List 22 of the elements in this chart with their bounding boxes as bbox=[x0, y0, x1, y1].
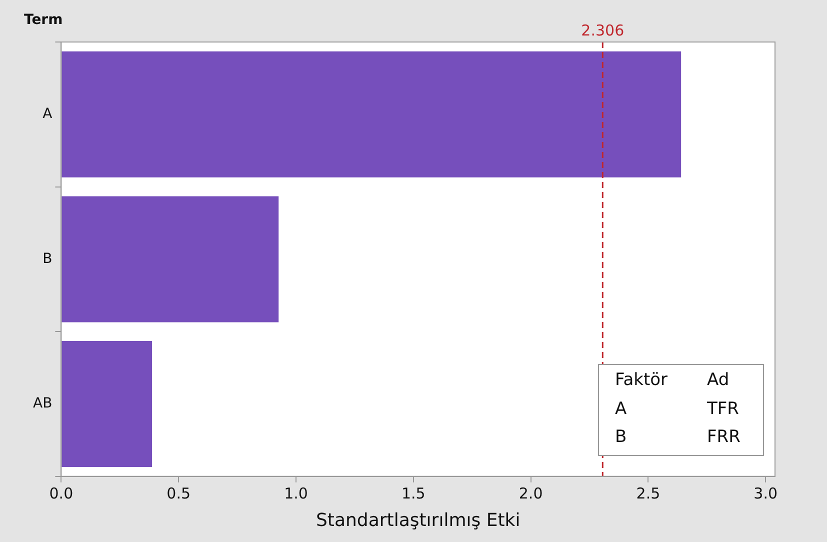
annotation: Ad bbox=[707, 369, 730, 392]
x-tick-label: 3.0 bbox=[754, 484, 778, 502]
bar bbox=[62, 196, 279, 322]
x-tick-label: 2.5 bbox=[636, 484, 660, 502]
x-tick-label: 2.0 bbox=[518, 484, 543, 502]
annotation: Faktör bbox=[615, 369, 669, 392]
y-tick-label: A bbox=[42, 106, 53, 122]
annotation: A bbox=[615, 398, 628, 421]
x-tick-label: 0.0 bbox=[49, 484, 74, 502]
bar bbox=[62, 341, 152, 467]
x-tick-label: 1.0 bbox=[284, 484, 308, 502]
annotation: FRR bbox=[707, 426, 742, 450]
x-axis-title: Standartlaştırılmış Etki bbox=[316, 510, 520, 531]
annotation: TFR bbox=[707, 398, 740, 421]
x-tick-label: 0.5 bbox=[166, 484, 191, 502]
annotation: B bbox=[615, 426, 628, 450]
ref-line-label: 2.306 bbox=[581, 21, 624, 40]
y-tick-label: B bbox=[42, 250, 52, 267]
bar bbox=[62, 51, 682, 178]
y-tick-label: AB bbox=[32, 396, 52, 412]
x-tick-label: 1.5 bbox=[401, 484, 426, 502]
y-axis-title: Term bbox=[24, 12, 63, 28]
